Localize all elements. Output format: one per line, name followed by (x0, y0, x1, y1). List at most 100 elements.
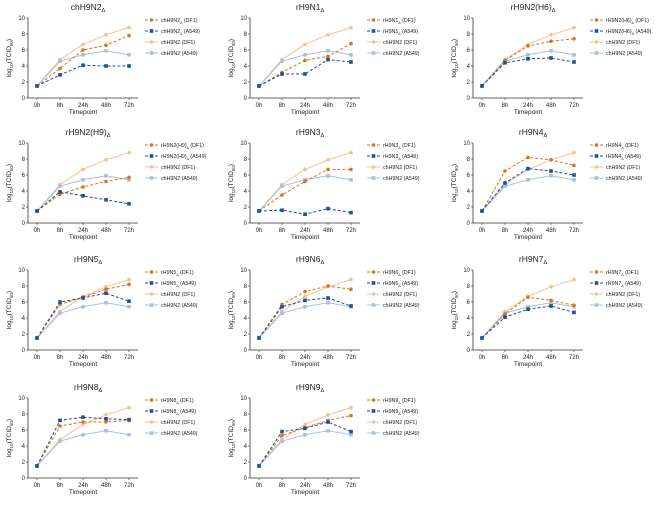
data-point-df1 (326, 167, 330, 172)
panel-title: rH9N8Δ​ (74, 382, 103, 394)
data-point-df1 (549, 158, 553, 162)
data-point-df1 (349, 41, 353, 46)
legend-marker (594, 29, 599, 33)
x-tick-label: 24h (523, 355, 533, 361)
legend-label: rH9N4Δ​ (A549) (606, 154, 641, 161)
y-tick-label: 8 (22, 412, 26, 418)
y-axis-label: log10(TCID50) (451, 39, 459, 77)
y-axis-label: log10(TCID50) (228, 164, 236, 202)
data-point-df1 (104, 287, 108, 291)
data-point-ref-a549 (303, 305, 307, 309)
x-tick-label: 8h (279, 483, 286, 489)
chart-panel: rH9N6Δ​ 0 2 4 6 8 10 0h 8h 24h 48h 72h Timepoint log1… (228, 254, 420, 368)
data-point-ref-df1 (127, 25, 131, 30)
legend-label: chH9N2 (A549) (606, 303, 643, 309)
legend-label: rH9N4Δ​ (DF1) (606, 143, 639, 150)
y-tick-label: 0 (22, 221, 26, 227)
series-line-df1 (36, 283, 130, 339)
x-axis-label: Timepoint (514, 361, 542, 368)
data-point-ref-df1 (303, 167, 307, 172)
data-point-ref-a549 (526, 305, 530, 309)
legend-label: rH9N2(H9)Δ​ (DF1) (161, 143, 204, 150)
chart-panel: rH9N8Δ​ 0 2 4 6 8 10 0h 8h 24h 48h 72h Timepoint log1… (6, 382, 198, 496)
y-tick-label: 0 (244, 96, 248, 102)
data-point-a549 (104, 417, 108, 421)
data-point-a549 (303, 72, 307, 76)
data-point-a549 (257, 84, 261, 88)
panel-title: rH9N6Δ​ (296, 254, 325, 266)
panel-title: rH9N9Δ​ (296, 382, 325, 394)
data-point-df1 (280, 433, 284, 438)
data-point-df1 (526, 295, 530, 299)
series-line-a549 (481, 57, 575, 87)
data-point-ref-a549 (349, 433, 353, 437)
y-tick-label: 4 (467, 64, 471, 70)
y-axis-label: log10(TCID50) (6, 39, 14, 77)
legend-marker (149, 18, 154, 22)
data-point-ref-a549 (81, 53, 85, 57)
data-point-df1 (127, 33, 131, 38)
y-tick-label: 2 (467, 205, 471, 211)
x-tick-label: 8h (279, 103, 286, 109)
legend-label: rH9N7Δ​ (DF1) (606, 270, 639, 277)
data-point-ref-a549 (127, 53, 131, 57)
x-tick-label: 24h (300, 355, 310, 361)
data-point-ref-a549 (326, 174, 330, 178)
x-tick-label: 24h (300, 483, 310, 489)
legend-label: chH9N2 (A549) (383, 176, 420, 182)
data-point-a549 (349, 304, 353, 308)
data-point-ref-df1 (81, 167, 85, 172)
legend-marker (149, 165, 154, 169)
legend-label: chH9N2 (DF1) (383, 40, 417, 46)
x-tick-label: 48h (323, 483, 333, 489)
legend-marker (594, 143, 599, 147)
data-point-df1 (326, 284, 330, 288)
series-line-df1 (258, 168, 351, 212)
y-tick-label: 0 (244, 476, 248, 482)
legend-marker (594, 270, 599, 274)
series-line-a549 (258, 421, 352, 467)
legend-marker (149, 154, 154, 158)
x-tick-label: 48h (546, 355, 556, 361)
data-point-a549 (104, 198, 108, 202)
data-point-a549 (526, 307, 530, 311)
data-point-a549 (549, 304, 553, 308)
legend-marker (371, 143, 376, 147)
series-line-df1 (36, 419, 130, 467)
data-point-a549 (280, 208, 284, 212)
data-point-a549 (81, 63, 85, 67)
y-tick-label: 10 (463, 268, 470, 274)
legend-marker (371, 40, 376, 44)
legend-marker (594, 292, 599, 296)
y-axis-label: log10(TCID50) (6, 291, 14, 329)
series-line-df1 (481, 296, 575, 339)
data-point-ref-df1 (127, 405, 131, 410)
y-axis-label: log10(TCID50) (6, 164, 14, 202)
legend-label: chH9N2 (DF1) (161, 292, 195, 298)
data-point-a549 (326, 57, 330, 62)
legend-marker (149, 431, 154, 435)
chart-panel: rH9N3Δ​ 0 2 4 6 8 10 0h 8h 24h 48h 72h Timepoint log1… (228, 127, 420, 241)
y-tick-label: 2 (22, 332, 26, 338)
series-line-df1 (481, 156, 575, 212)
legend-marker (371, 398, 376, 402)
legend-label: rH9N6Δ​ (DF1) (383, 270, 416, 277)
legend-label: chH9N2 (A549) (161, 51, 198, 57)
x-tick-label: 0h (256, 103, 263, 109)
data-point-ref-a549 (58, 184, 62, 188)
x-tick-label: 72h (569, 228, 579, 234)
legend-label: chH9N2 (A549) (161, 176, 198, 182)
x-tick-label: 8h (502, 103, 509, 109)
legend-label: chH9N2 (A549) (383, 51, 420, 57)
legend-label: chH9N2 (DF1) (606, 40, 640, 46)
legend-marker (594, 18, 599, 22)
y-tick-label: 2 (244, 332, 248, 338)
legend-label: rH9N6Δ​ (A549) (383, 281, 418, 288)
data-point-a549 (480, 84, 484, 88)
data-point-ref-a549 (280, 59, 284, 63)
data-point-ref-df1 (303, 42, 307, 47)
legend-label: chH9N2 (DF1) (606, 292, 640, 298)
data-point-a549 (104, 64, 108, 68)
legend-label: chH9N2 (DF1) (161, 40, 195, 46)
